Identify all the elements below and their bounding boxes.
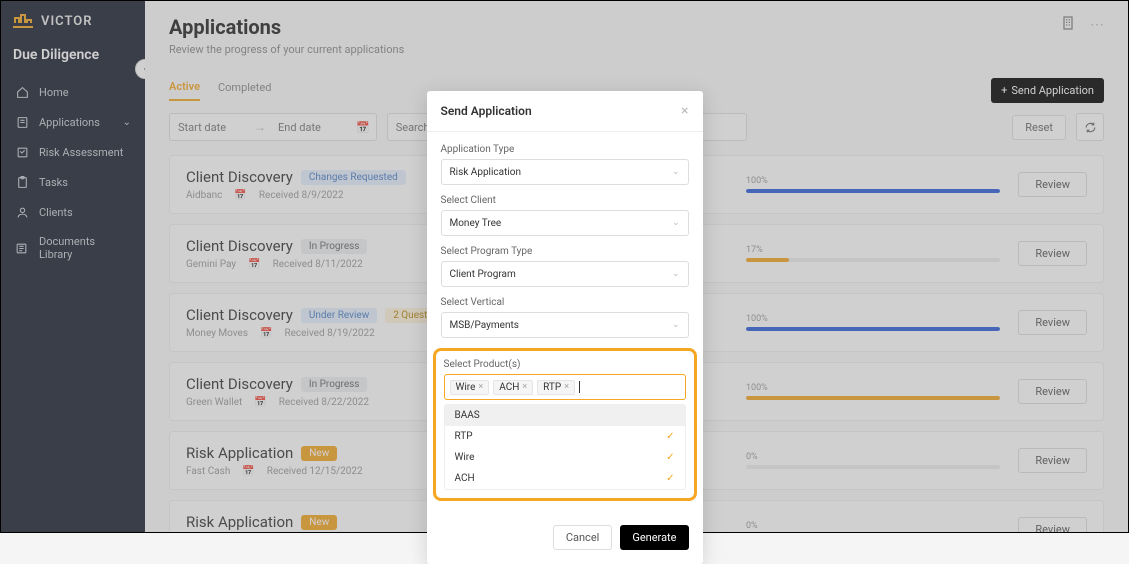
text-cursor — [579, 381, 580, 393]
option-label: BAAS — [455, 410, 480, 421]
check-icon: ✓ — [666, 473, 674, 484]
product-chip[interactable]: ACH × — [493, 380, 533, 395]
caret-icon: ⌄ — [672, 218, 680, 228]
chip-remove-icon[interactable]: × — [522, 382, 527, 392]
modal-title: Send Application — [441, 104, 532, 118]
check-icon: ✓ — [666, 431, 674, 442]
chip-remove-icon[interactable]: × — [564, 382, 569, 392]
vertical-select[interactable]: MSB/Payments ⌄ — [441, 312, 689, 338]
dropdown-option[interactable]: BAAS — [445, 405, 685, 426]
check-icon: ✓ — [666, 452, 674, 463]
option-label: Wire — [455, 452, 475, 463]
modal-overlay: Send Application × Application Type Risk… — [1, 1, 1128, 532]
product-chip[interactable]: RTP × — [537, 380, 575, 395]
program-label: Select Program Type — [441, 246, 689, 257]
program-value: Client Program — [450, 269, 516, 280]
caret-icon: ⌄ — [672, 269, 680, 279]
app-type-value: Risk Application — [450, 167, 522, 178]
client-value: Money Tree — [450, 218, 502, 229]
caret-icon: ⌄ — [672, 167, 680, 177]
program-select[interactable]: Client Program ⌄ — [441, 261, 689, 287]
products-label: Select Product(s) — [444, 359, 686, 370]
caret-icon: ⌄ — [672, 320, 680, 330]
client-select[interactable]: Money Tree ⌄ — [441, 210, 689, 236]
dropdown-option[interactable]: ACH ✓ — [445, 468, 685, 489]
generate-button[interactable]: Generate — [620, 525, 688, 550]
client-label: Select Client — [441, 195, 689, 206]
app-type-select[interactable]: Risk Application ⌄ — [441, 159, 689, 185]
modal-close-button[interactable]: × — [681, 103, 688, 119]
dropdown-option[interactable]: RTP ✓ — [445, 426, 685, 447]
product-chip[interactable]: Wire × — [450, 380, 490, 395]
dropdown-option[interactable]: Wire ✓ — [445, 447, 685, 468]
chip-remove-icon[interactable]: × — [478, 382, 483, 392]
send-application-modal: Send Application × Application Type Risk… — [427, 91, 703, 564]
products-highlight: Select Product(s) Wire ×ACH ×RTP × BAASR… — [433, 348, 697, 501]
vertical-value: MSB/Payments — [450, 320, 519, 331]
app-type-label: Application Type — [441, 144, 689, 155]
products-dropdown: BAAS RTP ✓ Wire ✓ ACH ✓ — [444, 404, 686, 490]
option-label: RTP — [455, 431, 473, 442]
products-multiselect[interactable]: Wire ×ACH × RTP × — [444, 374, 686, 400]
option-label: ACH — [455, 473, 475, 484]
vertical-label: Select Vertical — [441, 297, 689, 308]
cancel-button[interactable]: Cancel — [553, 525, 612, 550]
